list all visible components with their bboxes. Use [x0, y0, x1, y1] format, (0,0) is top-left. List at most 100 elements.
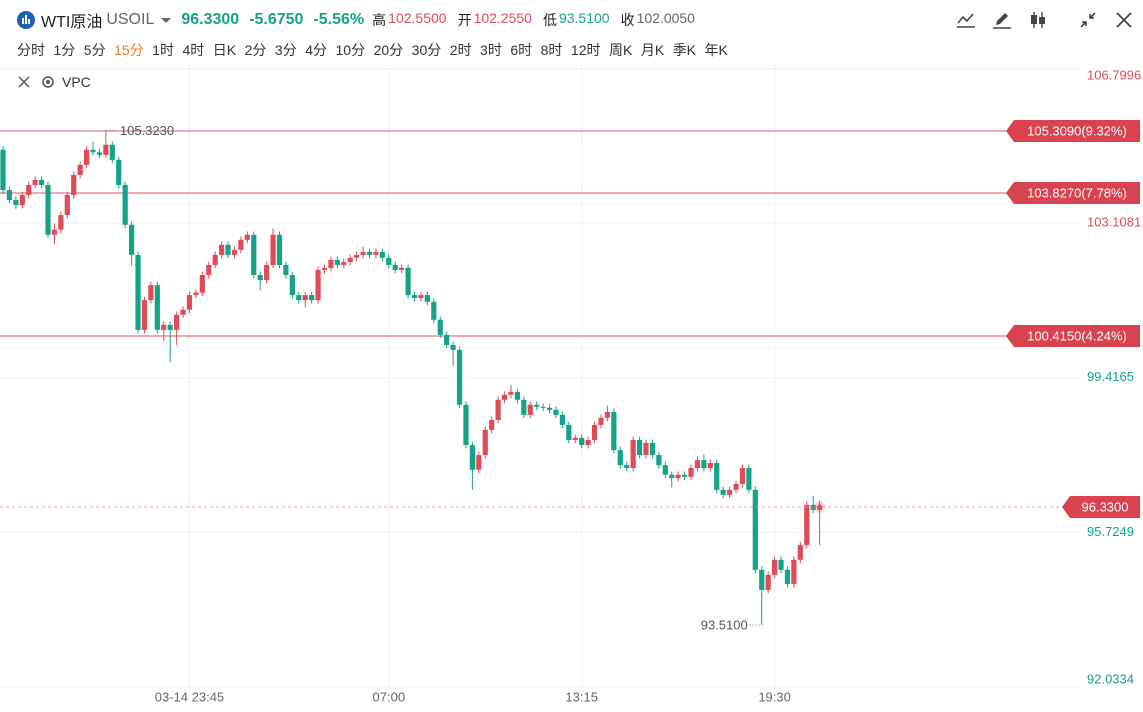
- candle-body: [328, 259, 334, 268]
- candle-body: [630, 440, 636, 469]
- candle-body: [540, 406, 546, 408]
- timeframe-tab[interactable]: 15分: [114, 42, 144, 58]
- stats: 高 102.5500 开 102.2550 低 93.5100 收 102.0050: [372, 10, 695, 30]
- candle-body: [662, 465, 668, 475]
- candle-body: [501, 394, 508, 400]
- candle-body: [257, 275, 263, 281]
- dropdown[interactable]: [159, 13, 173, 27]
- candle-body: [649, 442, 656, 456]
- icon-shrink[interactable]: [1077, 9, 1099, 31]
- candle-body: [720, 489, 726, 495]
- timeframe-tab[interactable]: 10分: [335, 42, 366, 58]
- timeframe-tab[interactable]: 30分: [411, 42, 442, 58]
- candle-body: [148, 285, 154, 301]
- x-tick-label: 07:00: [373, 689, 406, 704]
- candle-body: [527, 404, 533, 415]
- candle-body: [643, 442, 649, 456]
- timeframe-tab[interactable]: 3分: [274, 42, 297, 58]
- candle-body: [135, 254, 141, 330]
- icon-close[interactable]: [1113, 9, 1135, 31]
- level-label: 105.3090(9.32%): [1027, 123, 1127, 138]
- candle-body: [797, 545, 803, 560]
- candle-body: [546, 407, 553, 410]
- candle-body: [45, 184, 51, 235]
- timeframe-tab[interactable]: 8时: [540, 42, 563, 58]
- candle-body: [321, 267, 328, 270]
- timeframe-tab[interactable]: 2时: [449, 42, 472, 58]
- y-tick-label: 95.7249: [1087, 524, 1134, 539]
- candle-body: [765, 574, 771, 590]
- candle-body: [212, 254, 218, 265]
- candle-body: [495, 399, 501, 420]
- candle-body: [302, 295, 308, 301]
- candle-body: [264, 264, 270, 281]
- candle-body: [141, 300, 148, 330]
- timeframe-tab[interactable]: 周K: [609, 42, 633, 58]
- candle-body: [579, 437, 585, 446]
- candle-body: [746, 468, 752, 490]
- timeframe-tab[interactable]: 6时: [510, 42, 533, 58]
- candle-body: [463, 404, 469, 446]
- last-price-dot: [817, 504, 823, 510]
- timeframe-tab[interactable]: 20分: [373, 42, 404, 58]
- timeframe-tab[interactable]: 日K: [212, 42, 237, 58]
- candle-body: [591, 424, 598, 440]
- timeframe-tab[interactable]: 5分: [83, 42, 106, 58]
- candle-body: [604, 411, 611, 418]
- candle-body: [617, 450, 623, 466]
- candle-body: [489, 419, 495, 430]
- candle-body: [276, 234, 283, 265]
- timeframe-tab[interactable]: 分时: [17, 42, 45, 58]
- icon-candle[interactable]: [1027, 9, 1049, 31]
- candle-body: [167, 324, 173, 330]
- timeframe-tab[interactable]: 月K: [640, 42, 665, 58]
- candle-body: [411, 295, 418, 299]
- candle-body: [360, 251, 366, 255]
- candle-body: [334, 259, 340, 265]
- candle-body: [810, 504, 816, 510]
- candle-body: [585, 440, 591, 446]
- indicator-name: VPC: [62, 74, 91, 90]
- quote-header: WTI原油 USOIL 96.3300 -5.6750 -5.56% 高 102.…: [16, 8, 695, 32]
- timeframe-tab[interactable]: 1分: [53, 42, 76, 58]
- candle-body: [186, 295, 193, 310]
- candle-body: [289, 275, 295, 296]
- icon-draw[interactable]: [991, 9, 1013, 31]
- remove-indicator[interactable]: [17, 75, 31, 89]
- timeframe-tab[interactable]: 3时: [480, 42, 502, 58]
- x-tick-label: 03-14 23:45: [155, 689, 224, 704]
- candle-body: [244, 234, 250, 240]
- stat-value: 102.0050: [636, 10, 695, 26]
- candle-body: [418, 295, 424, 299]
- timeframe-tab[interactable]: 1时: [152, 42, 174, 58]
- timeframe-tab[interactable]: 2分: [244, 42, 267, 58]
- candle-body: [804, 504, 810, 546]
- timeframe-tab[interactable]: 12时: [570, 42, 601, 58]
- y-tick-label: 106.7996: [1087, 67, 1141, 82]
- candle-body: [482, 429, 488, 456]
- level-tag: [1006, 182, 1140, 205]
- timeframe-tab[interactable]: 4时: [182, 42, 205, 58]
- timeframe-tab[interactable]: 年K: [704, 42, 728, 58]
- level-tag: [1006, 324, 1140, 347]
- candle-body: [193, 292, 199, 296]
- candle-body: [96, 152, 103, 155]
- candle-body: [636, 440, 643, 456]
- stat-value: 93.5100: [558, 10, 610, 26]
- timeframe-tab[interactable]: 季K: [672, 42, 697, 58]
- candle-body: [424, 295, 430, 302]
- candle-body: [283, 264, 289, 276]
- candle-body: [739, 468, 746, 484]
- candle-body: [347, 257, 353, 263]
- candle-body: [694, 460, 701, 469]
- icon-line[interactable]: [955, 9, 977, 31]
- candle-body: [726, 489, 733, 495]
- candle-body: [656, 455, 662, 466]
- candle-body: [38, 179, 45, 185]
- candle-body: [469, 445, 475, 470]
- candle-body: [270, 234, 276, 265]
- grid: 92.0334 95.7249 99.4165 103.1081 106.7996 03-…: [0, 65, 1141, 704]
- timeframe-tab[interactable]: 4分: [305, 42, 327, 58]
- indicator-settings[interactable]: [40, 74, 56, 90]
